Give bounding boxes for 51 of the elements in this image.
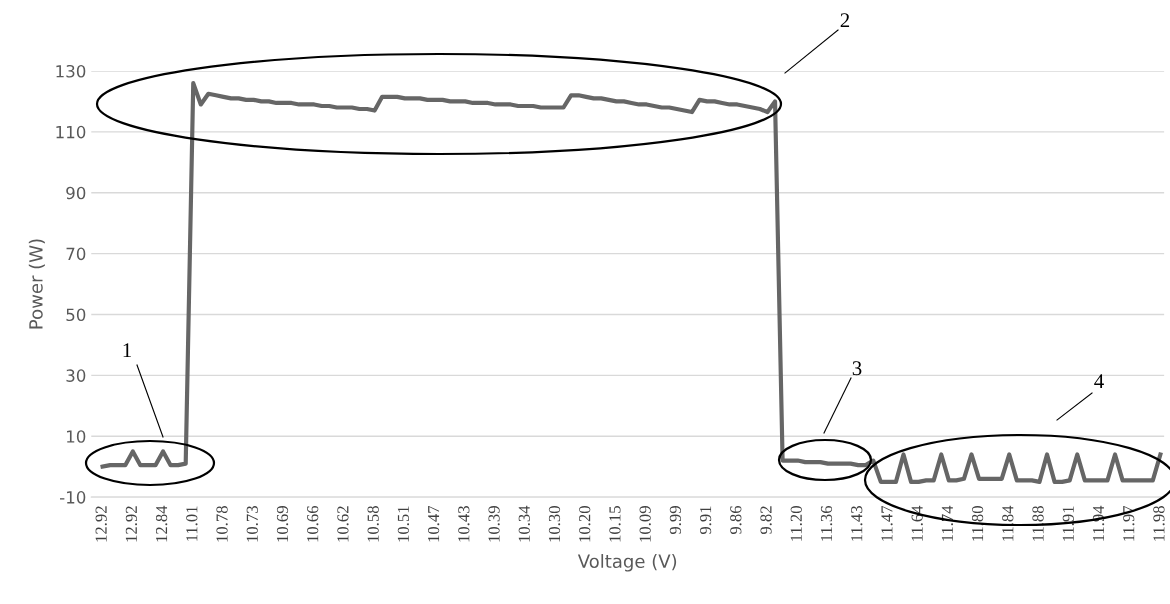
x-tick-label: 10.20 xyxy=(579,506,591,542)
x-tick-label: 12.92 xyxy=(95,506,107,542)
x-tick-label: 11.64 xyxy=(911,505,923,541)
x-tick-label: 11.94 xyxy=(1092,505,1105,541)
x-tick-label: 11.88 xyxy=(1032,506,1044,541)
x-tick-label: 9.99 xyxy=(669,506,682,535)
x-tick-label: 10.39 xyxy=(488,506,500,542)
x-tick-label: 11.01 xyxy=(186,506,198,541)
x-tick-label: 10.34 xyxy=(518,505,530,542)
y-tick-label: 10 xyxy=(67,430,86,443)
x-tick-label: 10.47 xyxy=(427,505,440,542)
x-tick-label: 10.66 xyxy=(307,505,319,542)
x-tick-label: 11.47 xyxy=(881,505,893,541)
y-tick-label: 30 xyxy=(66,369,86,382)
x-tick-label: 12.84 xyxy=(155,505,168,542)
x-tick-label: 11.91 xyxy=(1062,506,1074,541)
y-axis-title: Power (W) xyxy=(28,239,45,329)
x-tick-label: 12.92 xyxy=(125,506,138,542)
text: 2 xyxy=(840,13,850,28)
annotation: 4 xyxy=(1094,374,1104,389)
x-tick-label: 9.91 xyxy=(700,506,712,535)
x-tick-label: 10.09 xyxy=(639,506,651,542)
y-tick-label: 130 xyxy=(56,64,86,78)
x-tick-label: 10.58 xyxy=(367,506,379,542)
x-tick-label: 10.73 xyxy=(246,506,258,542)
annotation: 1 xyxy=(123,343,131,358)
y-tick-label: 110 xyxy=(56,125,86,139)
x-tick-label: 10.51 xyxy=(397,506,410,542)
x-tick-label: 10.15 xyxy=(609,506,621,542)
x-tick-label: 10.30 xyxy=(548,506,561,542)
y-tick-label: 70 xyxy=(66,247,86,261)
x-tick-label: 11.98 xyxy=(1153,506,1165,541)
x-tick-label: 11.97 xyxy=(1123,505,1135,541)
annotation: 3 xyxy=(852,361,862,376)
x-tick-label: 9.82 xyxy=(760,506,772,535)
x-tick-label: 10.78 xyxy=(216,506,228,542)
y-tick-label: 50 xyxy=(66,308,86,322)
x-tick-label: 11.74 xyxy=(941,505,954,541)
x-tick-label: 11.20 xyxy=(790,506,802,541)
y-tick-label: -10 xyxy=(59,491,86,504)
x-tick-label: 9.86 xyxy=(730,505,742,535)
y-tick-label: 90 xyxy=(66,186,86,200)
x-tick-label: 11.36 xyxy=(820,505,833,541)
x-axis-title: Voltage (V) xyxy=(577,554,677,572)
x-tick-label: 10.43 xyxy=(458,506,470,542)
x-tick-label: 10.69 xyxy=(276,506,289,542)
x-tick-label: 10.62 xyxy=(337,506,349,542)
x-tick-label: 11.84 xyxy=(1002,505,1014,541)
x-tick-label: 11.43 xyxy=(851,506,863,541)
line-series xyxy=(100,81,1163,484)
x-tick-label: 11.80 xyxy=(971,506,984,541)
